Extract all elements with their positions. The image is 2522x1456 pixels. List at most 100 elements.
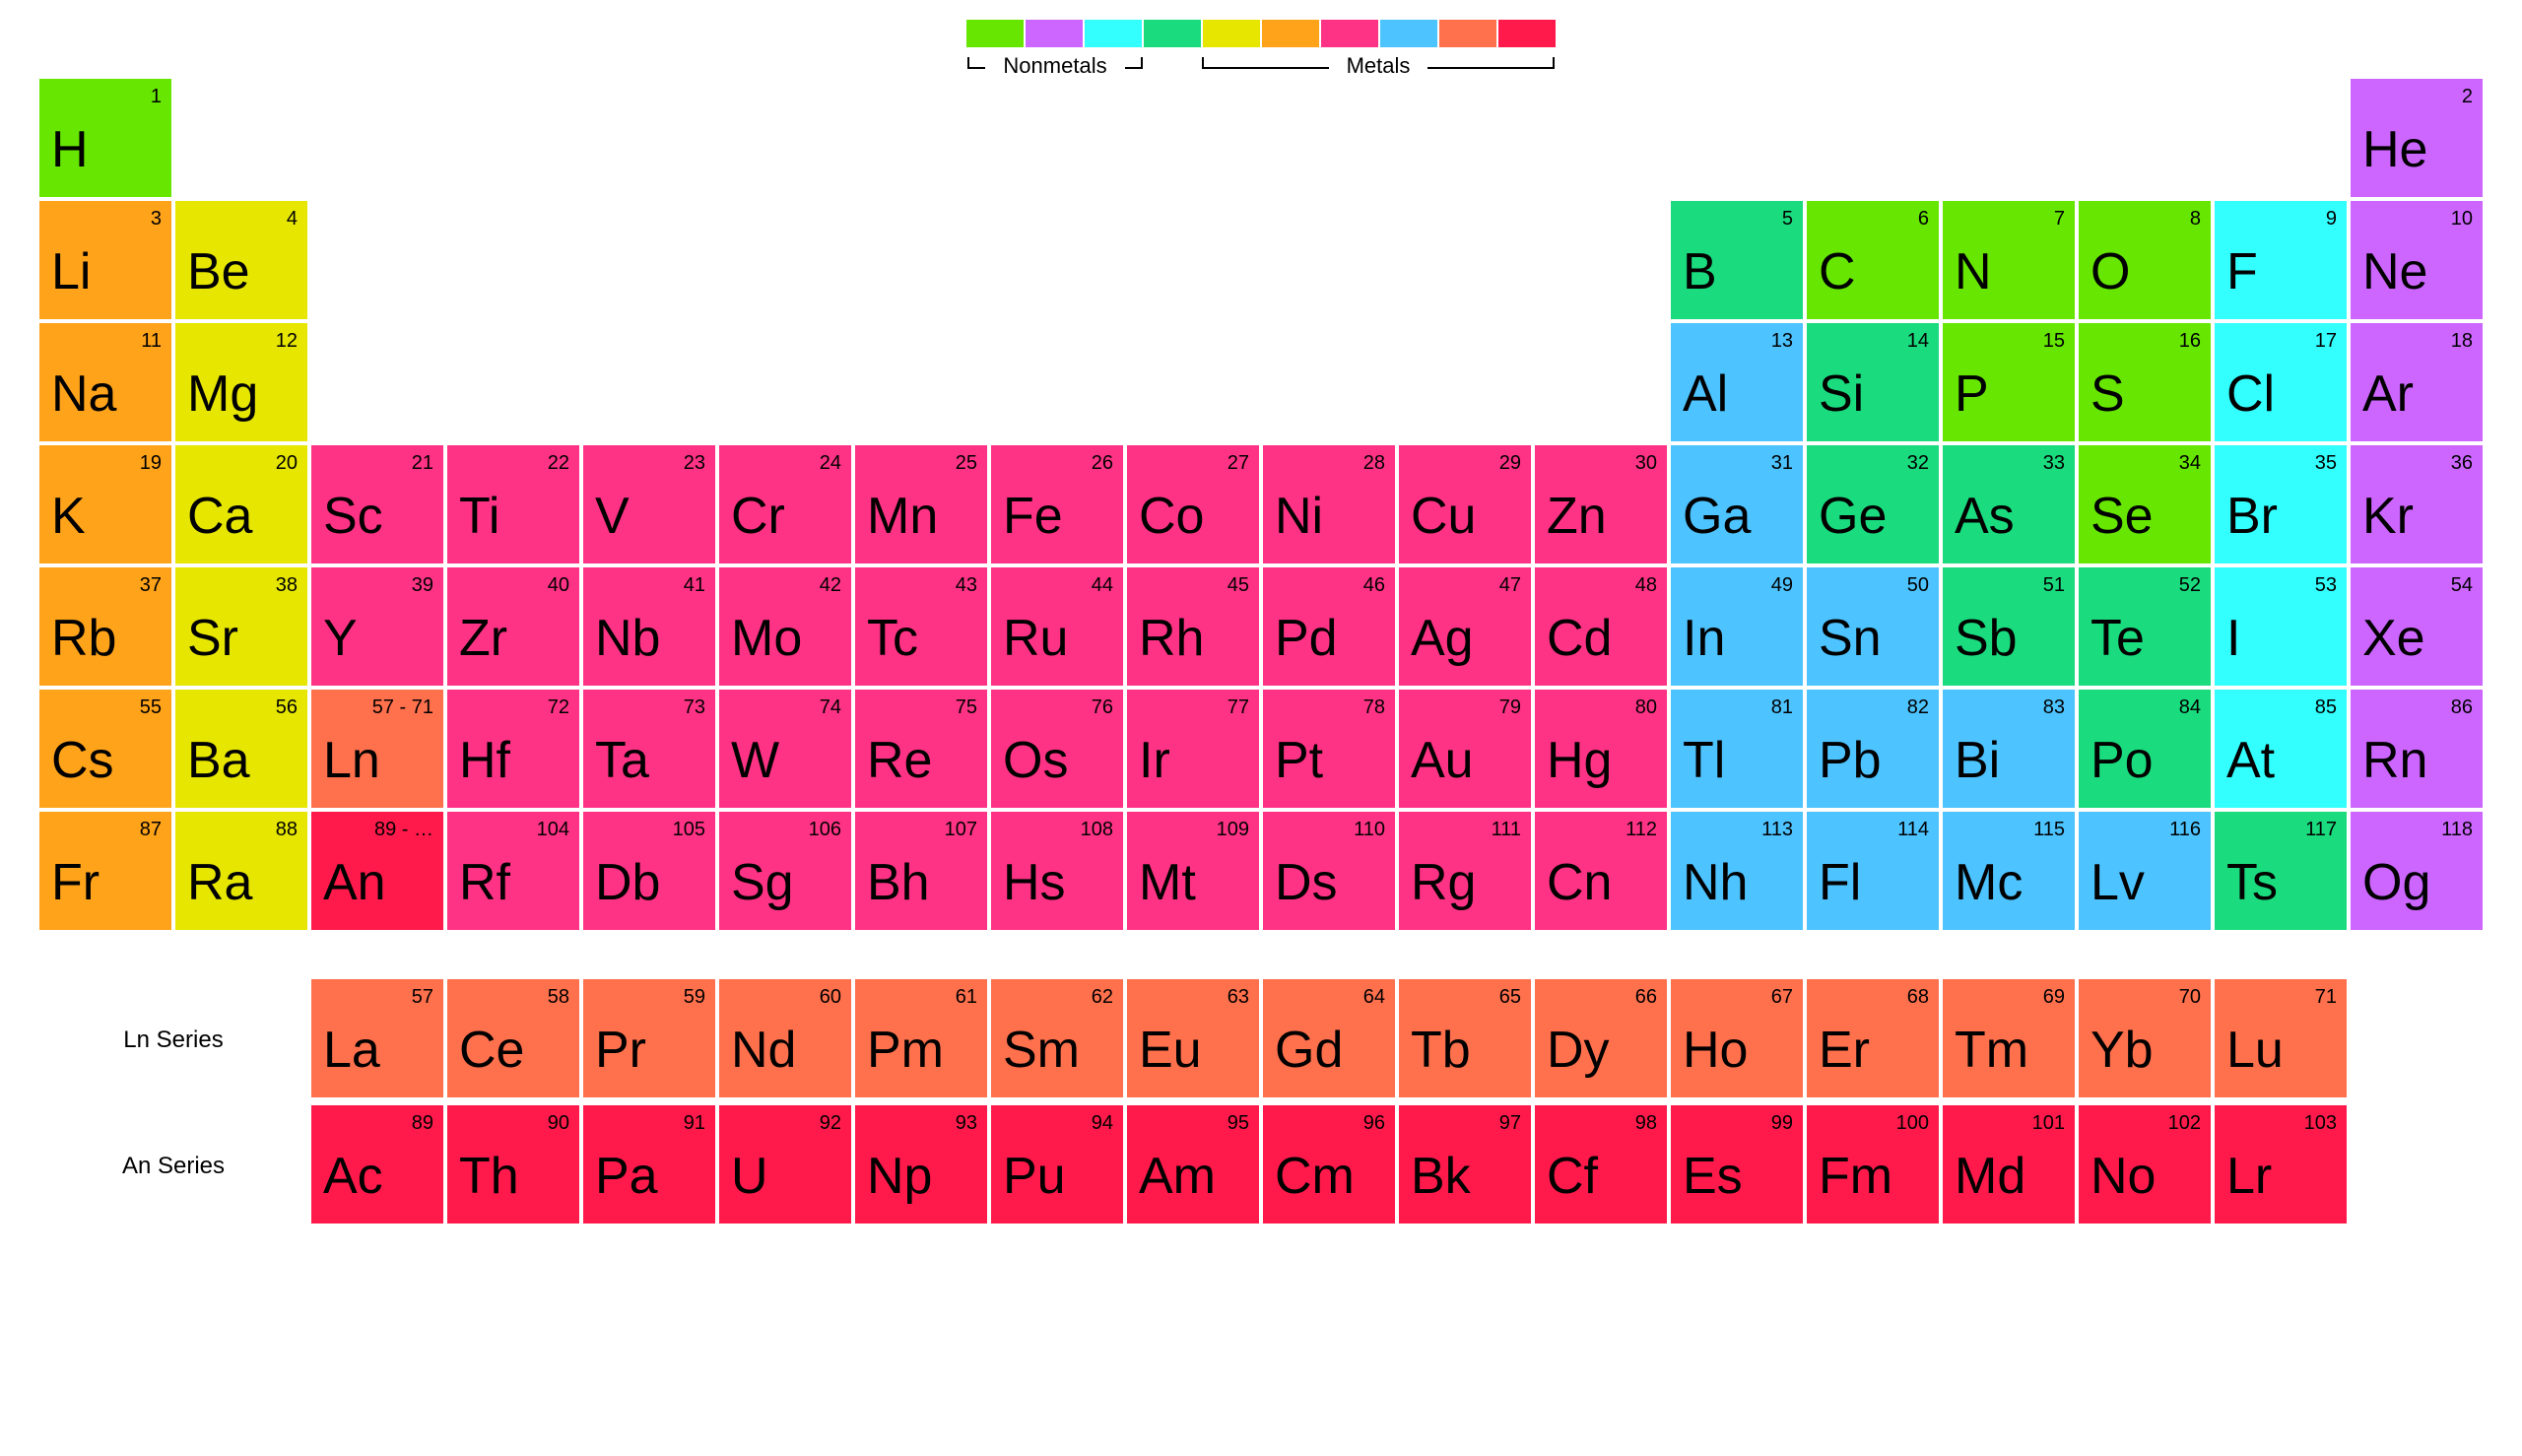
atomic-number: 97 <box>1411 1113 1521 1133</box>
element-V: 23V <box>583 445 715 563</box>
element-symbol: Tb <box>1411 1025 1521 1076</box>
element-symbol: Ca <box>187 491 298 542</box>
spacer <box>855 201 987 319</box>
element-Au: 79Au <box>1399 690 1531 808</box>
element-symbol: Sc <box>323 491 433 542</box>
element-symbol: Zn <box>1547 491 1657 542</box>
atomic-number: 37 <box>51 575 162 595</box>
atomic-number: 52 <box>2091 575 2201 595</box>
element-Br: 35Br <box>2215 445 2347 563</box>
element-Po: 84Po <box>2079 690 2211 808</box>
element-P: 15P <box>1943 323 2075 441</box>
atomic-number: 30 <box>1547 453 1657 473</box>
element-Nb: 41Nb <box>583 567 715 686</box>
element-symbol: Ti <box>459 491 569 542</box>
element-Og: 118Og <box>2351 812 2483 930</box>
period-row-4: 19K20Ca21Sc22Ti23V24Cr25Mn26Fe27Co28Ni29… <box>39 445 2483 563</box>
element-Ds: 110Ds <box>1263 812 1395 930</box>
element-symbol: Os <box>1003 735 1113 786</box>
atomic-number: 53 <box>2226 575 2337 595</box>
element-Pt: 78Pt <box>1263 690 1395 808</box>
element-symbol: Mn <box>867 491 977 542</box>
atomic-number: 6 <box>1819 209 1929 229</box>
element-symbol: Ds <box>1275 857 1385 908</box>
element-symbol: Nd <box>731 1025 841 1076</box>
period-row-6: 55Cs56Ba57 - 71Ln72Hf73Ta74W75Re76Os77Ir… <box>39 690 2483 808</box>
element-Os: 76Os <box>991 690 1123 808</box>
period-row-7: 87Fr88Ra89 - …An104Rf105Db106Sg107Bh108H… <box>39 812 2483 930</box>
element-Md: 101Md <box>1943 1105 2075 1224</box>
element-symbol: Cf <box>1547 1151 1657 1202</box>
element-Mc: 115Mc <box>1943 812 2075 930</box>
element-Db: 105Db <box>583 812 715 930</box>
element-Pm: 61Pm <box>855 979 987 1097</box>
element-Re: 75Re <box>855 690 987 808</box>
period-row-3: 11Na12Mg13Al14Si15P16S17Cl18Ar <box>39 323 2483 441</box>
element-symbol: Ga <box>1683 491 1793 542</box>
atomic-number: 109 <box>1139 820 1249 839</box>
spacer <box>855 323 987 441</box>
an-series-label: An Series <box>39 1153 307 1180</box>
element-Ir: 77Ir <box>1127 690 1259 808</box>
atomic-number: 34 <box>2091 453 2201 473</box>
atomic-number: 85 <box>2226 697 2337 717</box>
element-symbol: In <box>1683 613 1793 664</box>
period-row-5: 37Rb38Sr39Y40Zr41Nb42Mo43Tc44Ru45Rh46Pd4… <box>39 567 2483 686</box>
atomic-number: 84 <box>2091 697 2201 717</box>
element-symbol: Ir <box>1139 735 1249 786</box>
spacer <box>2215 79 2347 197</box>
element-Cs: 55Cs <box>39 690 171 808</box>
element-Ru: 44Ru <box>991 567 1123 686</box>
legend-bracket-nonmetals: Nonmetals <box>967 57 1143 69</box>
atomic-number: 36 <box>2362 453 2473 473</box>
element-Y: 39Y <box>311 567 443 686</box>
element-symbol: Tm <box>1955 1025 2065 1076</box>
element-symbol: Bi <box>1955 735 2065 786</box>
element-symbol: La <box>323 1025 433 1076</box>
element-Np: 93Np <box>855 1105 987 1224</box>
element-symbol: Co <box>1139 491 1249 542</box>
element-No: 102No <box>2079 1105 2211 1224</box>
atomic-number: 86 <box>2362 697 2473 717</box>
element-symbol: Cu <box>1411 491 1521 542</box>
atomic-number: 98 <box>1547 1113 1657 1133</box>
element-symbol: Bk <box>1411 1151 1521 1202</box>
atomic-number: 94 <box>1003 1113 1113 1133</box>
element-symbol: Cl <box>2226 368 2337 420</box>
element-symbol: Ta <box>595 735 705 786</box>
element-symbol: Fr <box>51 857 162 908</box>
atomic-number: 57 <box>323 987 433 1007</box>
element-Cr: 24Cr <box>719 445 851 563</box>
spacer <box>311 201 443 319</box>
spacer <box>1263 201 1395 319</box>
element-At: 85At <box>2215 690 2347 808</box>
element-symbol: Na <box>51 368 162 420</box>
element-Zr: 40Zr <box>447 567 579 686</box>
element-In: 49In <box>1671 567 1803 686</box>
element-symbol: V <box>595 491 705 542</box>
atomic-number: 99 <box>1683 1113 1793 1133</box>
element-Gd: 64Gd <box>1263 979 1395 1097</box>
element-Ba: 56Ba <box>175 690 307 808</box>
element-symbol: Ar <box>2362 368 2473 420</box>
spacer <box>1943 79 2075 197</box>
atomic-number: 118 <box>2362 820 2473 839</box>
atomic-number: 83 <box>1955 697 2065 717</box>
element-Sn: 50Sn <box>1807 567 1939 686</box>
element-symbol: Rh <box>1139 613 1249 664</box>
element-Al: 13Al <box>1671 323 1803 441</box>
element-Ln: 57 - 71Ln <box>311 690 443 808</box>
spacer <box>583 201 715 319</box>
atomic-number: 25 <box>867 453 977 473</box>
element-symbol: H <box>51 124 162 175</box>
spacer <box>991 201 1123 319</box>
element-Mg: 12Mg <box>175 323 307 441</box>
spacer <box>1127 79 1259 197</box>
element-symbol: Sr <box>187 613 298 664</box>
atomic-number: 102 <box>2091 1113 2201 1133</box>
element-symbol: F <box>2226 246 2337 298</box>
atomic-number: 87 <box>51 820 162 839</box>
element-Mo: 42Mo <box>719 567 851 686</box>
element-O: 8O <box>2079 201 2211 319</box>
element-symbol: Se <box>2091 491 2201 542</box>
